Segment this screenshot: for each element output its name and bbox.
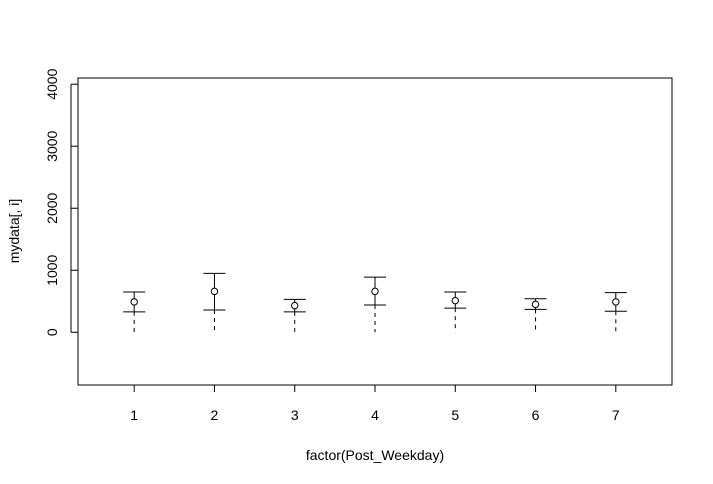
data-marks <box>123 272 627 333</box>
y-tick-label-2000: 2000 <box>44 192 60 223</box>
mean-point-2 <box>210 287 219 296</box>
y-tick-label-0: 0 <box>44 328 60 336</box>
plot-frame <box>77 77 673 386</box>
x-tick-label-4: 4 <box>371 407 379 423</box>
mean-point-4 <box>371 287 379 296</box>
mean-point-3 <box>291 301 299 310</box>
x-tick-label-6: 6 <box>532 407 540 423</box>
x-tick-label-1: 1 <box>130 407 138 423</box>
mean-point-6 <box>531 300 540 309</box>
y-tick-label-3000: 3000 <box>44 130 60 161</box>
y-axis-label: mydata[, i] <box>6 199 22 264</box>
mean-point-1 <box>130 298 138 306</box>
x-tick-label-2: 2 <box>211 407 219 423</box>
x-axis-label: factor(Post_Weekday) <box>306 447 444 463</box>
x-ticks: 1 2 3 4 5 6 7 <box>130 385 620 423</box>
mean-point-7 <box>612 298 620 306</box>
y-tick-label-4000: 4000 <box>44 68 60 99</box>
mean-point-5 <box>451 296 459 305</box>
x-tick-label-7: 7 <box>612 407 620 423</box>
y-tick-label-1000: 1000 <box>44 254 60 285</box>
x-tick-label-3: 3 <box>291 407 299 423</box>
y-ticks: 0 1000 2000 3000 4000 <box>44 68 78 336</box>
x-tick-label-5: 5 <box>451 407 459 423</box>
